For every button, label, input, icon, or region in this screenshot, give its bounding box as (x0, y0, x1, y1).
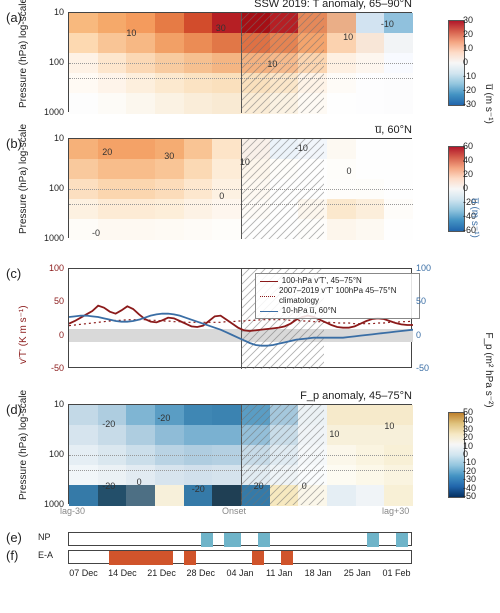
panel-label-f: (f) (6, 548, 18, 563)
xaxis-tick: 18 Jan (305, 568, 332, 578)
title-d: F_p anomaly, 45–75°N (68, 390, 412, 402)
panel-e (68, 532, 412, 546)
xaxis-tick: 14 Dec (108, 568, 137, 578)
panel-label-e: (e) (6, 530, 22, 545)
xaxis-tick: 01 Feb (383, 568, 411, 578)
xaxis-tick: 04 Jan (226, 568, 253, 578)
xaxis-tick: 21 Dec (147, 568, 176, 578)
legend-c: 100-hPa v'T', 45–75°N2007–2019 v'T' 100h… (255, 273, 420, 319)
panel-f (68, 550, 412, 564)
xaxis-tick: 25 Jan (344, 568, 371, 578)
xaxis-tick: 07 Dec (69, 568, 98, 578)
panel-c: 100-hPa v'T', 45–75°N2007–2019 v'T' 100h… (68, 268, 412, 368)
panel-a: 10103010-10 (68, 12, 412, 112)
title-b: u̅, 60°N (68, 124, 412, 136)
xaxis-tick: 11 Jan (266, 568, 292, 578)
panel-d: -20-201010-200-20200 (68, 404, 412, 504)
xaxis-tick: 28 Dec (187, 568, 216, 578)
panel-b: 2030100-100-0 (68, 138, 412, 238)
title-a: SSW 2019: T anomaly, 65–90°N (68, 0, 412, 10)
